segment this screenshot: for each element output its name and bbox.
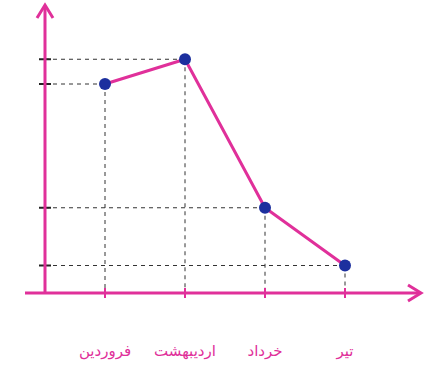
projection-v — [185, 59, 186, 293]
x-tick-label: فروردین — [79, 342, 131, 360]
point — [99, 78, 111, 90]
x-tick-label: خرداد — [247, 342, 282, 360]
x-tick-label: تیر — [336, 342, 354, 360]
y-arrow — [37, 5, 53, 18]
series — [99, 53, 351, 271]
x-tick — [104, 288, 106, 298]
projection-h — [45, 207, 265, 208]
line — [105, 59, 345, 265]
point — [179, 53, 191, 65]
x-axis — [25, 292, 420, 295]
chart: فروردین اردیبهشت خرداد تیر — [0, 0, 434, 382]
x-tick — [184, 288, 186, 298]
point — [339, 260, 351, 272]
projection-h — [45, 84, 105, 85]
projections — [45, 59, 345, 293]
point — [259, 202, 271, 214]
x-tick — [344, 288, 346, 298]
projection-v — [105, 84, 106, 293]
x-tick-label: اردیبهشت — [154, 342, 216, 360]
x-tick — [264, 288, 266, 298]
projection-v — [265, 208, 266, 293]
projection-h — [45, 59, 185, 60]
x-arrow — [408, 285, 421, 301]
y-axis — [44, 6, 47, 293]
projection-h — [45, 265, 345, 266]
